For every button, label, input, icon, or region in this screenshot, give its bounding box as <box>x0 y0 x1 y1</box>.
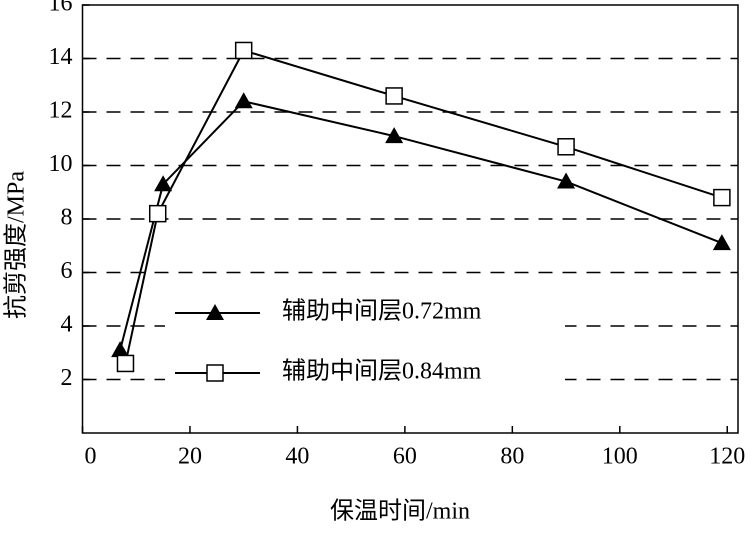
x-tick-label: 0 <box>85 444 97 470</box>
x-tick-label: 40 <box>285 444 309 470</box>
plot-frame <box>81 4 739 434</box>
x-tick-label: 120 <box>709 444 745 470</box>
data-point <box>111 341 130 358</box>
legend-label: 辅助中间层0.84mm <box>282 358 482 385</box>
x-tick-label: 60 <box>393 444 417 470</box>
y-tick-label: 10 <box>49 151 73 177</box>
data-point <box>712 234 731 251</box>
y-tick-label: 12 <box>49 98 73 124</box>
y-tick-label: 6 <box>61 258 73 284</box>
x-axis-label: 保温时间/min <box>330 498 470 525</box>
data-point <box>116 354 135 373</box>
data-point <box>385 87 403 105</box>
y-tick-label: 14 <box>49 44 73 70</box>
x-tick-label: 80 <box>500 444 524 470</box>
y-tick-label: 4 <box>61 312 73 338</box>
y-tick-label: 16 <box>49 0 73 17</box>
y-tick-label: 2 <box>61 365 73 391</box>
data-point <box>234 41 253 60</box>
legend-marker <box>206 364 224 382</box>
data-point <box>713 188 731 207</box>
x-tick-label: 100 <box>602 444 638 470</box>
y-axis-label: 抗剪强度/MPa <box>3 171 30 319</box>
data-point <box>148 204 167 223</box>
data-point <box>154 175 173 192</box>
data-point <box>557 138 575 156</box>
legend-marker <box>206 304 224 320</box>
y-tick-label: 8 <box>61 205 73 231</box>
data-point <box>234 92 253 109</box>
x-tick-label: 20 <box>178 444 202 470</box>
legend-label: 辅助中间层0.72mm <box>282 298 482 325</box>
data-point <box>557 172 576 189</box>
legend-box <box>165 288 565 396</box>
series-line <box>124 49 723 364</box>
data-point <box>385 127 404 144</box>
